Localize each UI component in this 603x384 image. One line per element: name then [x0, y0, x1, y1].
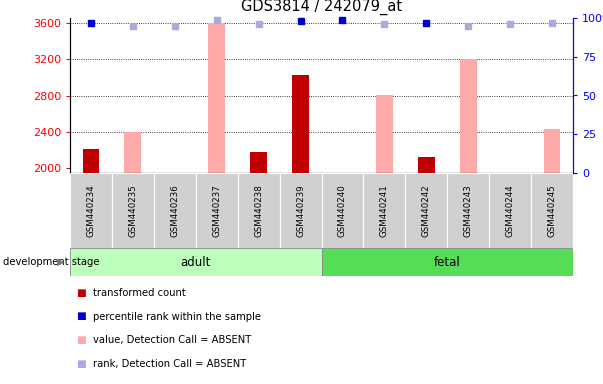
- Bar: [321, 248, 573, 276]
- Text: development stage: development stage: [3, 257, 99, 267]
- Bar: [405, 173, 447, 248]
- Text: GSM440235: GSM440235: [128, 184, 137, 237]
- Text: GSM440245: GSM440245: [548, 184, 557, 237]
- Title: GDS3814 / 242079_at: GDS3814 / 242079_at: [241, 0, 402, 15]
- Text: GSM440244: GSM440244: [506, 184, 514, 237]
- Text: ■: ■: [76, 288, 86, 298]
- Text: percentile rank within the sample: percentile rank within the sample: [93, 311, 261, 321]
- Text: transformed count: transformed count: [93, 288, 186, 298]
- Text: GSM440240: GSM440240: [338, 184, 347, 237]
- Bar: [112, 173, 154, 248]
- Text: fetal: fetal: [434, 255, 461, 268]
- Bar: [489, 173, 531, 248]
- Bar: [83, 149, 99, 173]
- Bar: [447, 173, 489, 248]
- Text: ■: ■: [76, 359, 86, 369]
- Bar: [196, 173, 238, 248]
- Bar: [208, 23, 225, 173]
- Bar: [376, 96, 393, 173]
- Text: GSM440243: GSM440243: [464, 184, 473, 237]
- Bar: [460, 59, 476, 173]
- Text: ■: ■: [76, 336, 86, 346]
- Bar: [418, 157, 435, 173]
- Bar: [364, 173, 405, 248]
- Bar: [531, 173, 573, 248]
- Text: value, Detection Call = ABSENT: value, Detection Call = ABSENT: [93, 336, 251, 346]
- Text: GSM440239: GSM440239: [296, 184, 305, 237]
- Text: ▶: ▶: [57, 257, 64, 267]
- Bar: [70, 173, 112, 248]
- Text: ■: ■: [76, 311, 86, 321]
- Text: adult: adult: [180, 255, 211, 268]
- Text: GSM440241: GSM440241: [380, 184, 389, 237]
- Text: GSM440234: GSM440234: [86, 184, 95, 237]
- Bar: [250, 152, 267, 173]
- Text: GSM440236: GSM440236: [170, 184, 179, 237]
- Bar: [124, 132, 141, 173]
- Text: GSM440242: GSM440242: [421, 184, 431, 237]
- Bar: [292, 75, 309, 173]
- Bar: [321, 173, 364, 248]
- Bar: [280, 173, 321, 248]
- Bar: [238, 173, 280, 248]
- Text: rank, Detection Call = ABSENT: rank, Detection Call = ABSENT: [93, 359, 246, 369]
- Bar: [544, 129, 560, 173]
- Text: GSM440238: GSM440238: [254, 184, 263, 237]
- Bar: [70, 248, 321, 276]
- Text: GSM440237: GSM440237: [212, 184, 221, 237]
- Bar: [154, 173, 196, 248]
